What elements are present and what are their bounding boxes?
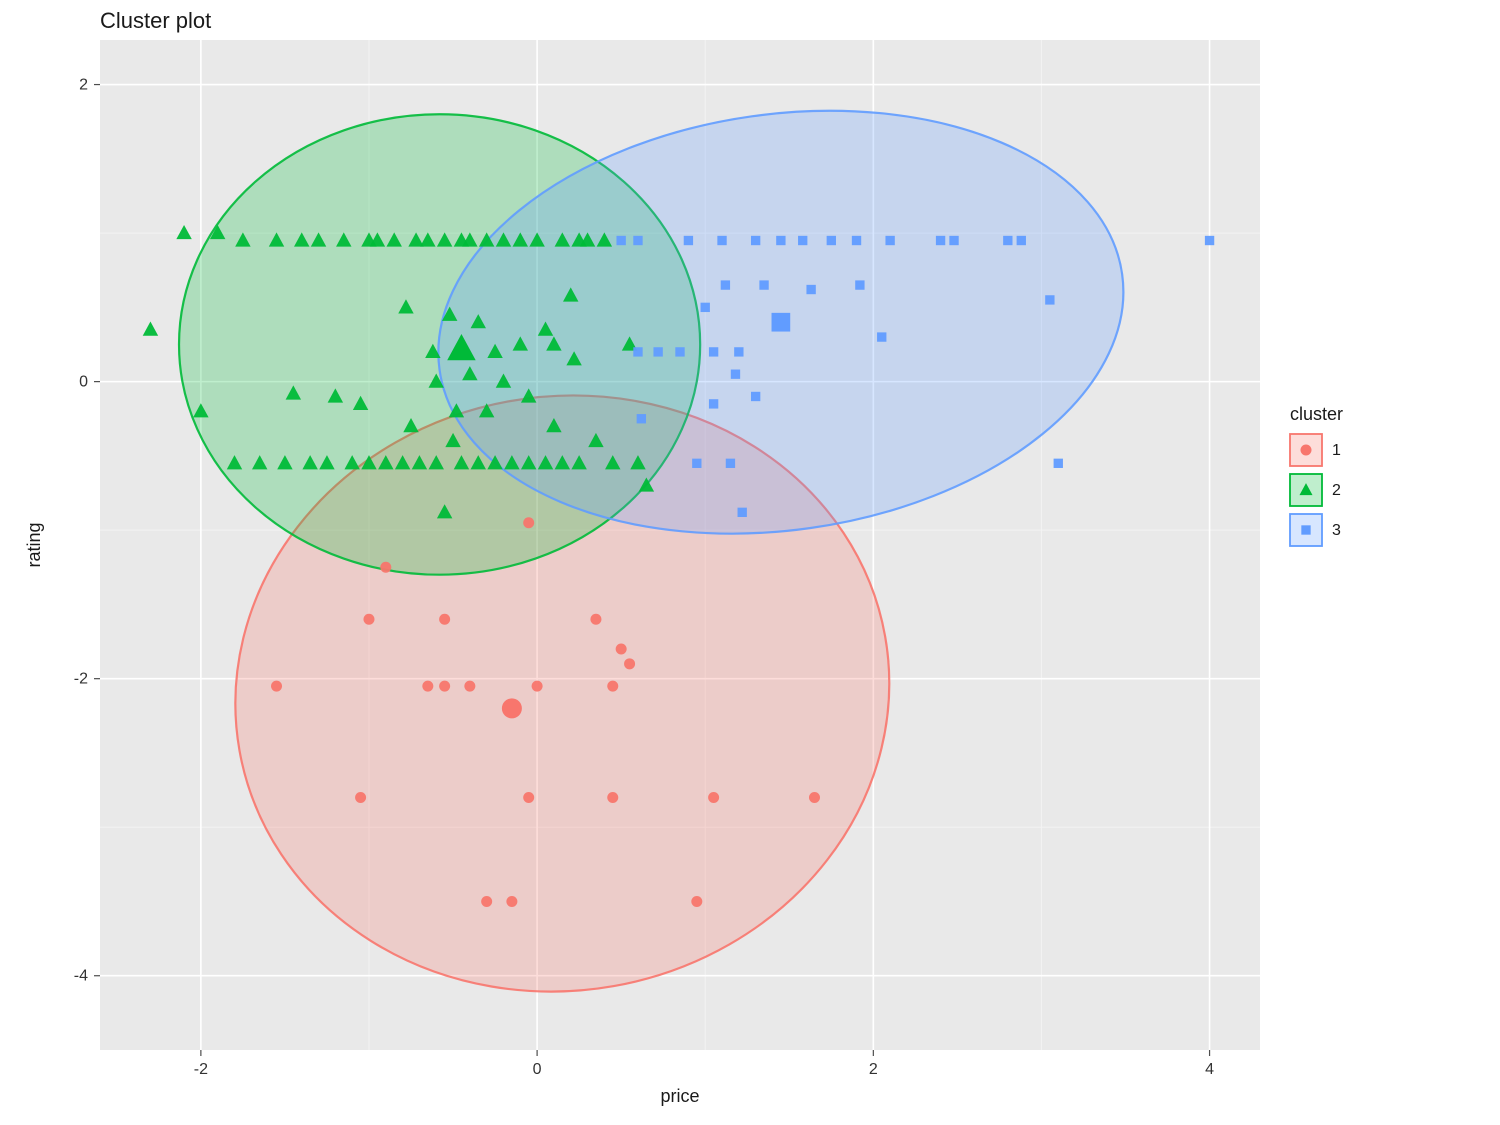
- legend-title: cluster: [1290, 404, 1343, 424]
- cluster-3-point: [616, 236, 625, 245]
- y-tick-label: -2: [74, 671, 88, 688]
- cluster-1-point: [481, 896, 492, 907]
- y-axis-label: rating: [24, 522, 44, 567]
- cluster-1-point: [616, 643, 627, 654]
- cluster-1-point: [523, 517, 534, 528]
- x-axis-ticks: -2 0 2 4: [194, 1050, 1214, 1078]
- cluster-3-point: [653, 347, 662, 356]
- cluster-3-point: [827, 236, 836, 245]
- cluster-1-point: [506, 896, 517, 907]
- cluster-3-point: [738, 508, 747, 517]
- cluster-1-point: [607, 792, 618, 803]
- x-tick-label: 0: [533, 1061, 542, 1078]
- legend-label-1: 1: [1332, 442, 1341, 459]
- cluster-3-point: [751, 236, 760, 245]
- y-tick-label: -4: [74, 968, 88, 985]
- x-axis-label: price: [660, 1086, 699, 1106]
- cluster-3-point: [949, 236, 958, 245]
- cluster-3-point: [877, 332, 886, 341]
- cluster-1-point: [532, 681, 543, 692]
- cluster-1-point: [464, 681, 475, 692]
- cluster-3-point: [776, 236, 785, 245]
- cluster-1-point: [809, 792, 820, 803]
- cluster-scatter-chart: Cluster plot -2 0 2 4 -4 -2 0 2 price rating c…: [0, 0, 1500, 1125]
- cluster-1-point: [590, 614, 601, 625]
- cluster-3-point: [717, 236, 726, 245]
- cluster-1-point: [607, 681, 618, 692]
- cluster-1-centroid: [502, 698, 522, 718]
- cluster-1-point: [691, 896, 702, 907]
- legend-label-3: 3: [1332, 522, 1341, 539]
- cluster-3-point: [633, 236, 642, 245]
- cluster-3-point: [731, 370, 740, 379]
- cluster-3-point: [684, 236, 693, 245]
- cluster-1-point: [271, 681, 282, 692]
- cluster-3-point: [692, 459, 701, 468]
- cluster-3-point: [855, 280, 864, 289]
- plot-title: Cluster plot: [100, 8, 211, 33]
- legend-marker-3-icon: [1301, 525, 1310, 534]
- x-tick-label: 2: [869, 1061, 878, 1078]
- cluster-3-point: [936, 236, 945, 245]
- cluster-1-point: [439, 681, 450, 692]
- cluster-3-point: [1045, 295, 1054, 304]
- y-tick-label: 0: [79, 374, 88, 391]
- cluster-3-point: [1003, 236, 1012, 245]
- x-tick-label: -2: [194, 1061, 208, 1078]
- cluster-3-point: [806, 285, 815, 294]
- cluster-3-point: [701, 303, 710, 312]
- cluster-3-point: [798, 236, 807, 245]
- legend: cluster 1 2 3: [1290, 404, 1343, 546]
- y-axis-ticks: -4 -2 0 2: [74, 77, 100, 985]
- legend-marker-1-icon: [1301, 445, 1312, 456]
- cluster-1-point: [380, 562, 391, 573]
- legend-label-2: 2: [1332, 482, 1341, 499]
- cluster-1-point: [708, 792, 719, 803]
- cluster-1-point: [355, 792, 366, 803]
- cluster-1-point: [439, 614, 450, 625]
- cluster-3-point: [1205, 236, 1214, 245]
- cluster-3-point: [709, 399, 718, 408]
- cluster-1-point: [363, 614, 374, 625]
- cluster-3-point: [885, 236, 894, 245]
- cluster-3-centroid: [772, 313, 791, 332]
- cluster-3-point: [721, 280, 730, 289]
- cluster-3-point: [709, 347, 718, 356]
- cluster-3-point: [759, 280, 768, 289]
- cluster-3-point: [637, 414, 646, 423]
- y-tick-label: 2: [79, 77, 88, 94]
- cluster-3-point: [1017, 236, 1026, 245]
- cluster-1-point: [624, 658, 635, 669]
- cluster-3-point: [734, 347, 743, 356]
- cluster-3-point: [726, 459, 735, 468]
- cluster-3-point: [852, 236, 861, 245]
- cluster-3-point: [1054, 459, 1063, 468]
- cluster-1-point: [523, 792, 534, 803]
- cluster-3-point: [751, 392, 760, 401]
- cluster-3-point: [675, 347, 684, 356]
- x-tick-label: 4: [1205, 1061, 1214, 1078]
- cluster-3-point: [633, 347, 642, 356]
- cluster-1-point: [422, 681, 433, 692]
